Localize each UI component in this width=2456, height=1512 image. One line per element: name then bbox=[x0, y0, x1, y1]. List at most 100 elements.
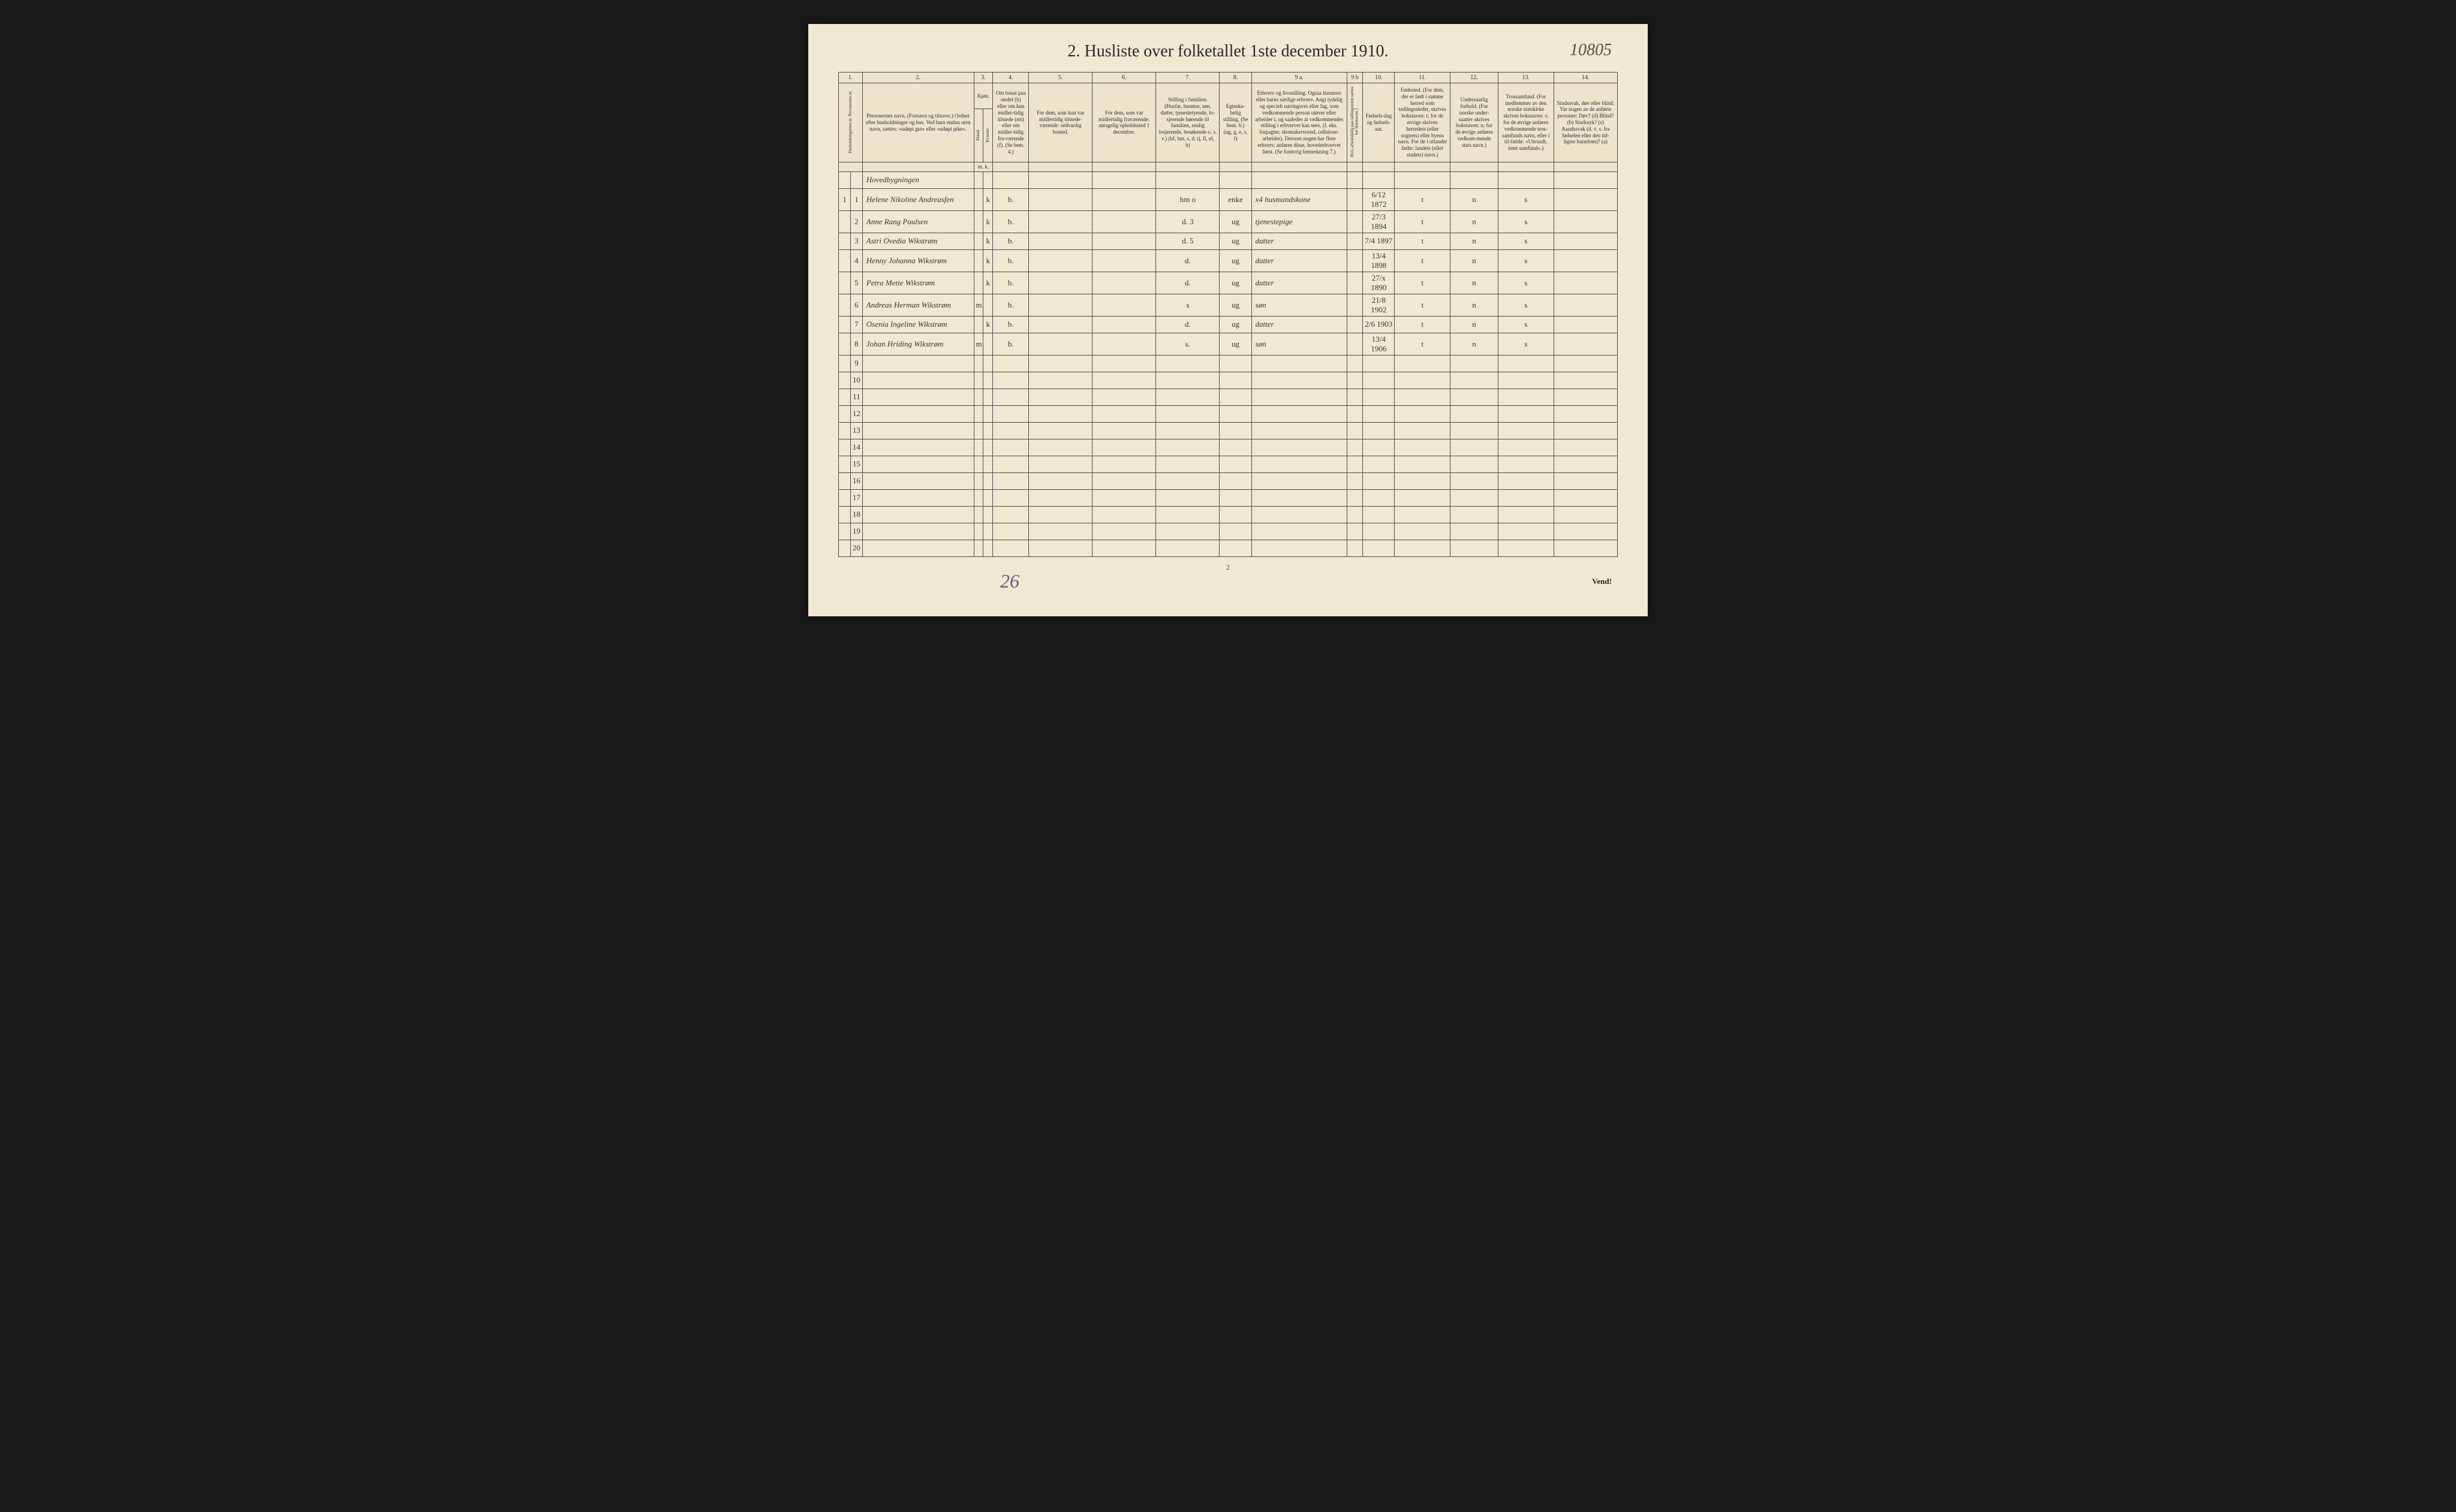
cell bbox=[839, 456, 851, 472]
cell bbox=[1395, 439, 1450, 456]
cell bbox=[1029, 388, 1092, 405]
household-nr bbox=[839, 249, 851, 272]
cell bbox=[1220, 456, 1251, 472]
cell bbox=[1498, 439, 1554, 456]
usual-residence bbox=[1029, 333, 1092, 355]
cell bbox=[1029, 355, 1092, 372]
absent-location bbox=[1092, 316, 1156, 333]
cell bbox=[1251, 372, 1347, 388]
cell bbox=[1029, 171, 1092, 188]
cell bbox=[862, 439, 974, 456]
cell bbox=[1029, 372, 1092, 388]
cell bbox=[1029, 472, 1092, 489]
cell bbox=[1092, 472, 1156, 489]
cell bbox=[839, 405, 851, 422]
cell bbox=[1029, 456, 1092, 472]
person-name: Henny Johanna Wikstrøm bbox=[862, 249, 974, 272]
cell bbox=[1251, 405, 1347, 422]
cell bbox=[862, 456, 974, 472]
cell bbox=[1251, 472, 1347, 489]
header-blank-7 bbox=[1156, 162, 1220, 171]
cell bbox=[1450, 506, 1498, 523]
cell bbox=[1347, 355, 1363, 372]
cell bbox=[1498, 171, 1554, 188]
cell bbox=[1363, 372, 1395, 388]
cell bbox=[1395, 388, 1450, 405]
cell bbox=[839, 372, 851, 388]
unemployed bbox=[1347, 316, 1363, 333]
cell bbox=[1450, 472, 1498, 489]
residence-status: b. bbox=[993, 272, 1029, 294]
header-col14: Sindssvak, døv eller blind. Var nogen av… bbox=[1554, 83, 1617, 162]
cell bbox=[839, 489, 851, 506]
cell bbox=[1347, 489, 1363, 506]
person-nr: 15 bbox=[850, 456, 862, 472]
table-row-empty: 10 bbox=[839, 372, 1618, 388]
header-col8: Egteska-belig stilling. (Se bem. 6.) (ug… bbox=[1220, 83, 1251, 162]
birthplace: t bbox=[1395, 249, 1450, 272]
cell bbox=[1220, 506, 1251, 523]
table-row-empty: 19 bbox=[839, 523, 1618, 540]
absent-location bbox=[1092, 188, 1156, 210]
cell bbox=[974, 422, 983, 439]
absent-location bbox=[1092, 333, 1156, 355]
header-blank-9a bbox=[1251, 162, 1347, 171]
cell bbox=[1220, 540, 1251, 556]
citizenship: n bbox=[1450, 233, 1498, 249]
cell bbox=[1251, 171, 1347, 188]
residence-status: b. bbox=[993, 188, 1029, 210]
cell bbox=[993, 405, 1029, 422]
table-row-empty: 15 bbox=[839, 456, 1618, 472]
household-nr bbox=[839, 272, 851, 294]
sex-m: m bbox=[974, 333, 983, 355]
header-col4: Om bosat paa stedet (b) eller om kun mid… bbox=[993, 83, 1029, 162]
cell bbox=[1363, 171, 1395, 188]
cell bbox=[983, 489, 993, 506]
cell bbox=[1395, 472, 1450, 489]
sex-m: m bbox=[974, 294, 983, 316]
cell bbox=[1363, 472, 1395, 489]
header-col5: For dem, som kun var midlertidig tilsted… bbox=[1029, 83, 1092, 162]
table-row-empty: 18 bbox=[839, 506, 1618, 523]
family-position: d. bbox=[1156, 249, 1220, 272]
cell bbox=[1554, 456, 1617, 472]
religion: s bbox=[1498, 333, 1554, 355]
cell bbox=[1156, 472, 1220, 489]
table-row: 1 1 Helene Nikoline Andreasfen k b. hm o… bbox=[839, 188, 1618, 210]
birth-date: 7/4 1897 bbox=[1363, 233, 1395, 249]
birthplace: t bbox=[1395, 294, 1450, 316]
cell bbox=[1092, 171, 1156, 188]
person-nr: 9 bbox=[850, 355, 862, 372]
header-num-8: 8. bbox=[1220, 73, 1251, 83]
header-col3k: Kvinder. bbox=[983, 109, 993, 162]
person-name: Osenia Ingeline Wikstrøm bbox=[862, 316, 974, 333]
cell bbox=[1092, 405, 1156, 422]
absent-location bbox=[1092, 210, 1156, 233]
cell bbox=[983, 472, 993, 489]
cell bbox=[1498, 489, 1554, 506]
cell bbox=[1347, 506, 1363, 523]
birth-date: 27/3 1894 bbox=[1363, 210, 1395, 233]
disability bbox=[1554, 210, 1617, 233]
cell bbox=[839, 523, 851, 540]
birthplace: t bbox=[1395, 188, 1450, 210]
household-nr bbox=[839, 233, 851, 249]
cell bbox=[1220, 489, 1251, 506]
header-blank-4 bbox=[993, 162, 1029, 171]
birthplace: t bbox=[1395, 316, 1450, 333]
cell bbox=[1092, 422, 1156, 439]
sex-m bbox=[974, 233, 983, 249]
family-position: hm o bbox=[1156, 188, 1220, 210]
person-nr: 19 bbox=[850, 523, 862, 540]
unemployed bbox=[1347, 233, 1363, 249]
absent-location bbox=[1092, 294, 1156, 316]
person-nr: 5 bbox=[850, 272, 862, 294]
table-row: 4 Henny Johanna Wikstrøm k b. d. ug datt… bbox=[839, 249, 1618, 272]
usual-residence bbox=[1029, 316, 1092, 333]
header-num-9b: 9 b bbox=[1347, 73, 1363, 83]
cell bbox=[1450, 456, 1498, 472]
header-num-14: 14. bbox=[1554, 73, 1617, 83]
household-nr bbox=[839, 316, 851, 333]
section-heading: Hovedbygningen bbox=[862, 171, 974, 188]
cell bbox=[1156, 355, 1220, 372]
